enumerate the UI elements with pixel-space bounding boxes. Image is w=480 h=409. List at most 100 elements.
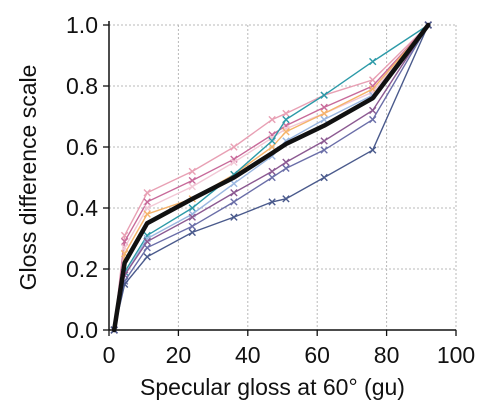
data-point-marker bbox=[188, 204, 196, 212]
marker-stroke bbox=[320, 137, 328, 145]
marker-stroke bbox=[188, 213, 196, 221]
data-point-marker bbox=[320, 173, 328, 182]
y-tick-label: 0.4 bbox=[66, 195, 98, 221]
marker-stroke bbox=[120, 250, 129, 258]
marker-stroke bbox=[282, 128, 290, 136]
mean-curve bbox=[111, 22, 431, 333]
marker-stroke bbox=[230, 158, 238, 166]
marker-stroke bbox=[230, 213, 238, 221]
data-point-marker bbox=[369, 82, 377, 90]
series-lines bbox=[110, 21, 432, 334]
marker-stroke bbox=[320, 173, 328, 182]
marker-stroke bbox=[143, 231, 151, 240]
marker-stroke bbox=[282, 115, 290, 124]
series-line bbox=[113, 24, 429, 331]
series-line bbox=[113, 24, 429, 331]
marker-stroke bbox=[143, 243, 151, 252]
data-point-marker bbox=[369, 57, 377, 66]
y-tick-label: 0.2 bbox=[66, 256, 98, 282]
marker-stroke bbox=[268, 134, 276, 142]
marker-stroke bbox=[188, 222, 196, 230]
marker-stroke bbox=[120, 237, 129, 246]
mean-line bbox=[111, 22, 431, 333]
data-point-marker bbox=[188, 182, 196, 191]
marker-stroke bbox=[268, 143, 276, 151]
marker-stroke bbox=[143, 234, 151, 243]
data-point-marker bbox=[230, 179, 238, 188]
x-tick-label: 80 bbox=[374, 342, 400, 368]
marker-stroke bbox=[268, 173, 276, 182]
y-tick-label: 0.0 bbox=[66, 317, 98, 343]
data-point-marker bbox=[143, 243, 151, 252]
x-axis-label: Specular gloss at 60° (gu) bbox=[140, 374, 405, 400]
marker-stroke bbox=[282, 109, 290, 118]
marker-stroke bbox=[188, 228, 196, 237]
data-point-marker bbox=[143, 253, 151, 261]
tick-labels: 0 20 40 60 80 100 0.0 0.2 0.4 0.6 0.8 1.0 bbox=[66, 12, 475, 368]
marker-stroke bbox=[143, 253, 151, 261]
data-point-marker bbox=[188, 176, 196, 185]
marker-stroke bbox=[143, 210, 151, 218]
marker-stroke bbox=[369, 146, 377, 154]
data-point-marker bbox=[282, 128, 290, 136]
marker-stroke bbox=[268, 131, 276, 139]
data-point-marker bbox=[320, 137, 328, 145]
marker-stroke bbox=[369, 76, 377, 84]
series-line bbox=[113, 24, 429, 331]
data-point-marker bbox=[268, 173, 276, 182]
data-point-marker bbox=[143, 198, 151, 206]
x-tick-label: 40 bbox=[235, 342, 261, 368]
data-point-marker bbox=[230, 213, 238, 221]
marker-stroke bbox=[282, 164, 290, 173]
marker-stroke bbox=[268, 137, 276, 145]
y-axis-label: Gloss difference scale bbox=[15, 65, 41, 291]
marker-stroke bbox=[320, 146, 328, 154]
marker-stroke bbox=[230, 179, 238, 188]
marker-stroke bbox=[143, 189, 151, 197]
data-point-marker bbox=[282, 158, 290, 166]
marker-stroke bbox=[188, 176, 196, 185]
series-line bbox=[113, 24, 429, 331]
x-tick-label: 0 bbox=[103, 342, 116, 368]
series-line bbox=[113, 24, 429, 331]
marker-stroke bbox=[369, 57, 377, 66]
data-point-marker bbox=[369, 85, 377, 93]
data-point-marker bbox=[143, 189, 151, 197]
data-point-marker bbox=[282, 195, 290, 203]
series-line bbox=[113, 24, 429, 331]
data-point-marker bbox=[369, 76, 377, 84]
marker-stroke bbox=[320, 115, 328, 124]
marker-stroke bbox=[369, 115, 377, 124]
data-point-marker bbox=[188, 167, 196, 176]
data-point-marker bbox=[188, 213, 196, 221]
data-point-marker bbox=[230, 143, 238, 151]
marker-stroke bbox=[320, 91, 328, 99]
marker-stroke bbox=[282, 121, 290, 130]
marker-stroke bbox=[188, 182, 196, 191]
marker-stroke bbox=[143, 198, 151, 206]
series-line bbox=[113, 24, 429, 331]
data-point-marker bbox=[320, 115, 328, 124]
x-tick-label: 20 bbox=[166, 342, 192, 368]
marker-stroke bbox=[230, 155, 238, 163]
data-point-marker bbox=[320, 109, 328, 118]
marker-stroke bbox=[282, 195, 290, 203]
marker-stroke bbox=[188, 167, 196, 176]
data-point-marker bbox=[282, 115, 290, 124]
data-point-marker bbox=[369, 115, 377, 124]
data-point-marker bbox=[268, 198, 276, 206]
marker-stroke bbox=[230, 189, 238, 197]
marker-stroke bbox=[230, 198, 238, 206]
marker-stroke bbox=[320, 103, 328, 112]
y-tick-label: 1.0 bbox=[66, 12, 98, 38]
data-point-marker bbox=[230, 158, 238, 166]
marker-stroke bbox=[230, 143, 238, 151]
marker-stroke bbox=[268, 198, 276, 206]
marker-stroke bbox=[143, 204, 151, 212]
marker-stroke bbox=[188, 210, 196, 218]
x-tick-label: 100 bbox=[437, 342, 475, 368]
data-point-marker bbox=[369, 106, 377, 115]
data-point-marker bbox=[143, 204, 151, 212]
axes bbox=[103, 21, 457, 336]
